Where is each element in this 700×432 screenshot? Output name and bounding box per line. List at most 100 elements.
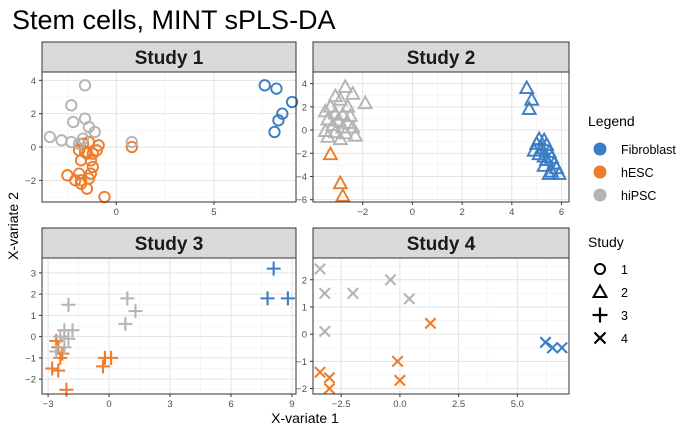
cross-icon — [593, 331, 607, 345]
point-hesc — [332, 174, 349, 190]
legend-key-fibroblast — [593, 142, 607, 156]
data-points — [314, 262, 568, 395]
x-tick-label: −2 — [357, 207, 368, 218]
point-hipsc — [67, 115, 80, 129]
y-tick-label: −2 — [25, 375, 36, 386]
color-legend: Legend Fibroblast hESC hiPSC — [588, 113, 676, 203]
x-tick-label: −3 — [43, 399, 54, 410]
y-tick-label: 2 — [302, 102, 307, 113]
point-fibroblast — [523, 91, 540, 106]
point-fibroblast — [276, 107, 289, 120]
x-tick-label: 3 — [167, 399, 172, 410]
point-hesc — [104, 350, 119, 365]
point-hipsc — [72, 137, 86, 150]
point-hesc — [74, 174, 88, 187]
legend-label-fibroblast: Fibroblast — [621, 143, 676, 157]
point-hesc — [424, 317, 437, 330]
point-hipsc — [128, 304, 143, 319]
x-tick-label: −2.5 — [332, 399, 351, 410]
point-hesc — [74, 154, 88, 167]
x-tick-label: 0 — [114, 207, 119, 218]
y-tick-label: 2 — [31, 290, 36, 301]
data-points — [317, 78, 568, 202]
y-tick-label: −1 — [25, 353, 36, 364]
point-fibroblast — [551, 165, 568, 180]
point-hipsc — [78, 79, 92, 92]
point-hesc — [391, 355, 404, 368]
point-fibroblast — [280, 291, 295, 306]
circle-icon — [594, 263, 606, 275]
point-hesc — [76, 137, 90, 150]
point-hesc — [334, 187, 351, 202]
panel-border — [41, 71, 297, 203]
point-hipsc — [327, 123, 344, 139]
point-hipsc — [118, 316, 133, 331]
x-tick-label: 2.5 — [452, 399, 465, 410]
x-tick-label: 4 — [509, 207, 514, 218]
facet-strip — [41, 41, 297, 73]
y-tick-label: 4 — [302, 79, 307, 90]
shape-legend-label-2: 2 — [621, 286, 628, 300]
point-hesc — [80, 182, 94, 195]
point-hipsc — [120, 291, 135, 306]
point-fibroblast — [260, 291, 275, 306]
y-tick-label: 2 — [31, 109, 36, 120]
point-fibroblast — [546, 341, 559, 354]
x-tick-label: 6 — [228, 399, 233, 410]
point-hipsc — [384, 273, 397, 286]
point-hesc — [314, 366, 326, 379]
y-tick-label: 0 — [302, 330, 307, 341]
point-fibroblast — [258, 79, 271, 92]
point-fibroblast — [272, 114, 285, 127]
point-hesc — [393, 374, 406, 387]
y-axis-label: X-variate 2 — [5, 192, 21, 260]
point-hipsc — [49, 344, 64, 359]
x-tick-label: 5 — [211, 207, 216, 218]
plus-icon — [592, 307, 608, 323]
point-hesc — [86, 160, 99, 174]
point-hipsc — [53, 329, 68, 344]
plot-background — [313, 258, 569, 394]
y-tick-label: −1 — [296, 357, 307, 368]
point-fibroblast — [285, 95, 299, 109]
y-tick-label: 2 — [302, 275, 307, 286]
legend-key-hesc — [593, 165, 607, 179]
point-fibroblast — [268, 125, 281, 139]
y-tick-label: −2 — [25, 176, 36, 187]
panel-1: Study 1 0 5 −2 0 2 4 — [25, 41, 299, 218]
point-fibroblast — [521, 100, 538, 115]
point-hipsc — [337, 78, 354, 93]
point-hesc — [323, 382, 336, 395]
y-tick-label: 4 — [31, 76, 36, 87]
color-legend-title: Legend — [588, 113, 635, 129]
point-fibroblast — [266, 261, 281, 276]
point-hesc — [322, 145, 339, 161]
shape-legend-label-4: 4 — [621, 332, 628, 346]
point-hipsc — [65, 99, 78, 112]
y-tick-label: −6 — [296, 195, 307, 206]
x-tick-label: 0 — [410, 207, 415, 218]
facet-strip-label: Study 2 — [407, 48, 476, 69]
shape-legend: Study 1 2 3 4 — [588, 234, 628, 346]
point-hipsc — [319, 128, 336, 143]
chart-title: Stem cells, MINT sPLS-DA — [12, 5, 336, 35]
point-hesc — [69, 174, 82, 187]
x-tick-label: 2 — [459, 207, 464, 218]
facet-strip — [41, 227, 297, 259]
triangle-icon — [591, 283, 609, 298]
y-tick-label: −2 — [296, 149, 307, 160]
shape-legend-title: Study — [588, 234, 624, 250]
panel-3: Study 3 −3 0 3 6 9 −2 −1 0 1 2 3 — [25, 227, 297, 410]
point-fibroblast — [518, 79, 535, 94]
point-fibroblast — [539, 336, 552, 349]
point-hipsc — [319, 110, 336, 126]
point-hesc — [45, 361, 60, 376]
point-hesc — [323, 371, 336, 384]
point-hesc — [72, 167, 86, 180]
facet-strip-label: Study 1 — [135, 48, 204, 69]
facet-strip — [312, 227, 570, 259]
point-hipsc — [344, 85, 361, 100]
point-fibroblast — [543, 163, 560, 178]
